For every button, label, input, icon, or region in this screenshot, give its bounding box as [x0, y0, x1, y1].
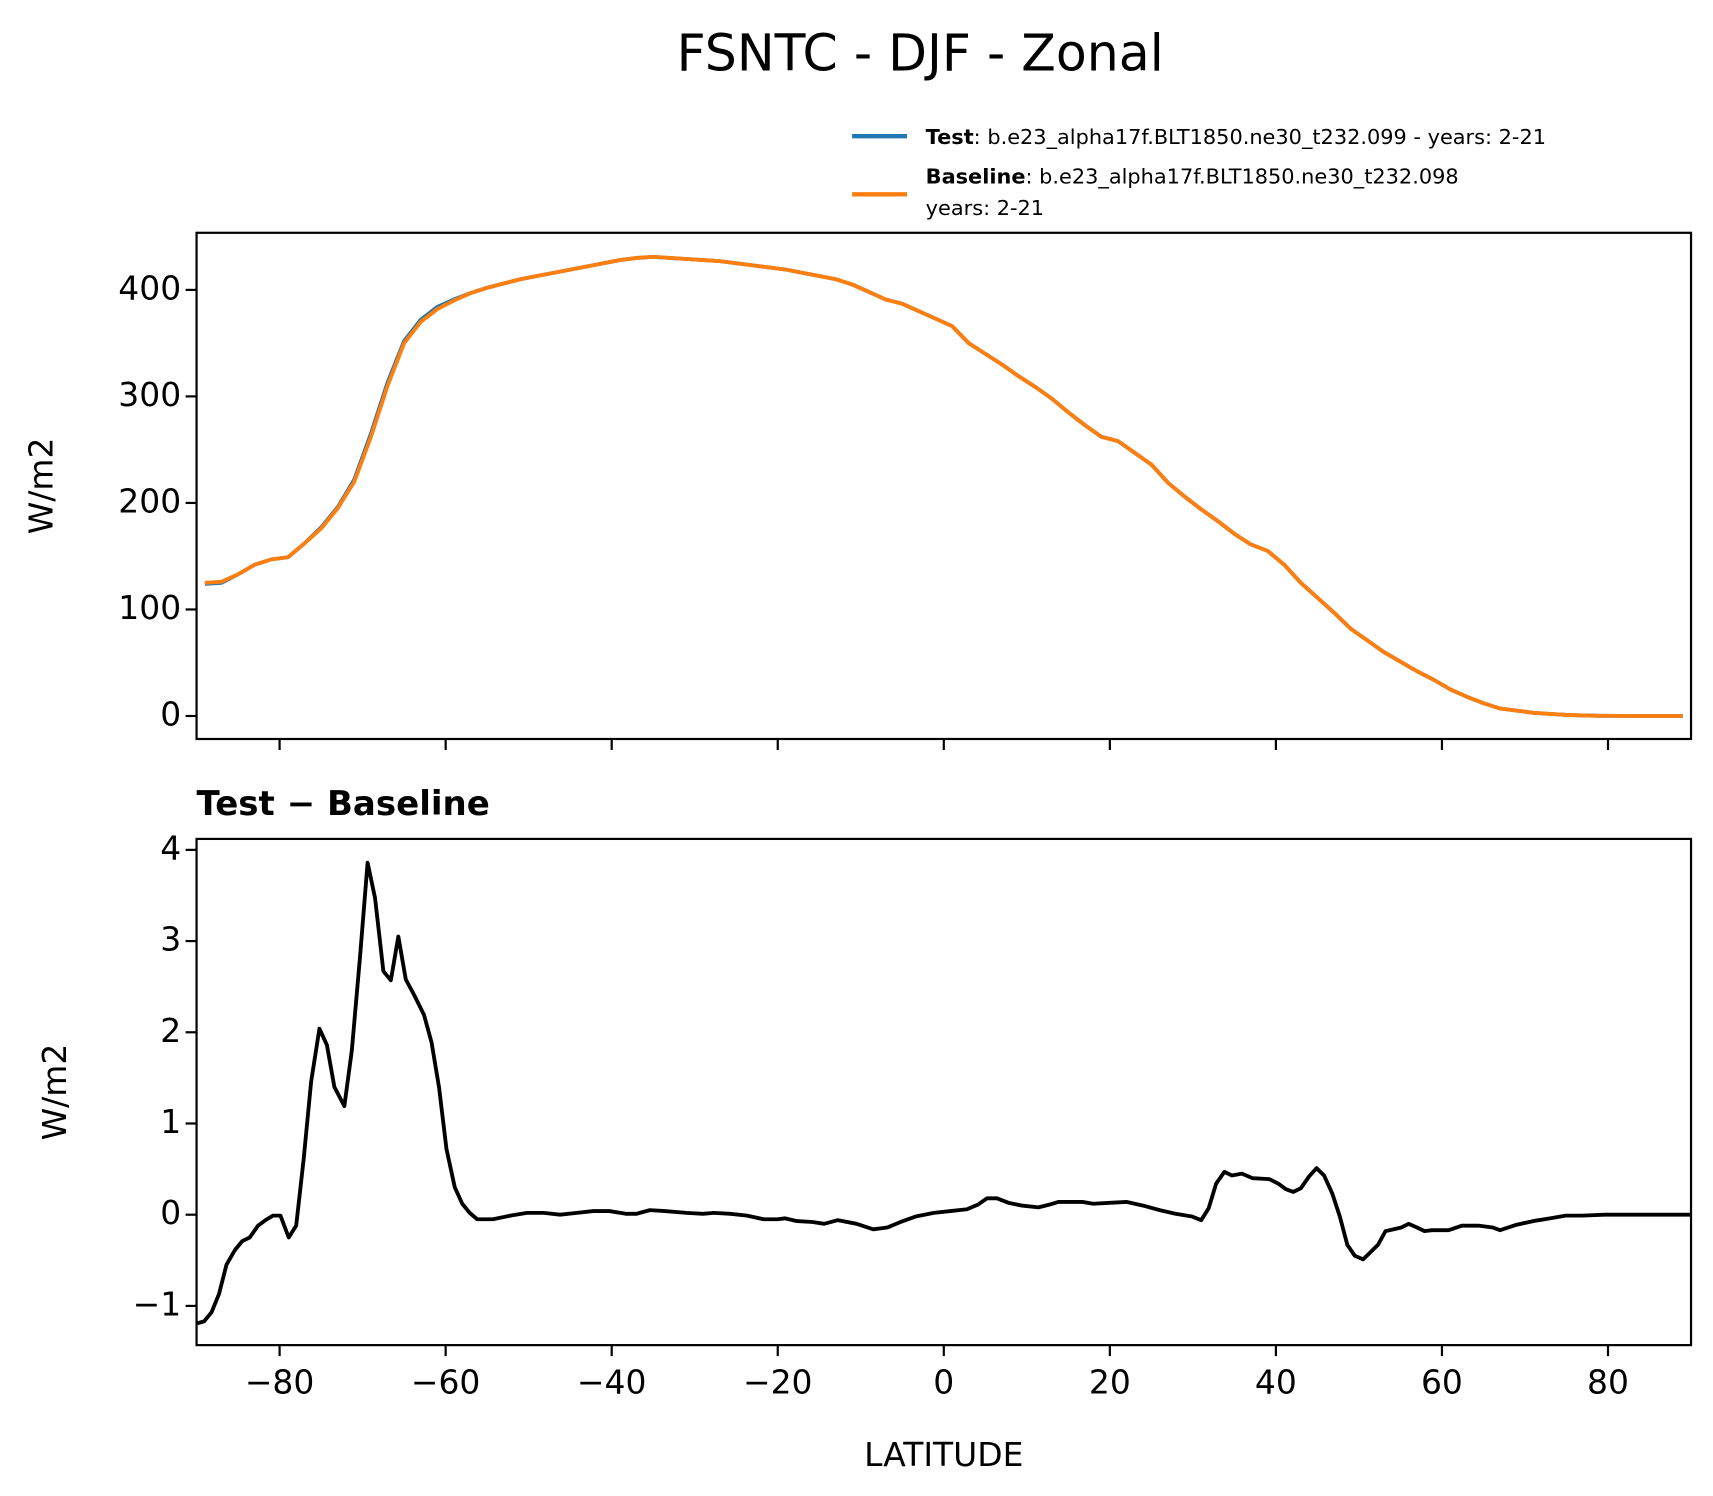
- data-line: [204, 254, 1683, 718]
- x-axis-label: LATITUDE: [864, 1435, 1023, 1474]
- y-axis-label: W/m2: [35, 1044, 74, 1141]
- legend-name: Test: [926, 125, 974, 149]
- x-tick-label: 0: [933, 1362, 954, 1401]
- y-tick-label: 0: [160, 1193, 181, 1232]
- data-line: [204, 254, 1683, 718]
- x-tick-label: 60: [1421, 1362, 1463, 1401]
- y-tick-label: 2: [160, 1011, 181, 1050]
- data-line: [196, 860, 1692, 1326]
- y-tick-label: −1: [133, 1284, 182, 1323]
- legend-description: years: 2-21: [926, 196, 1044, 220]
- x-tick-label: 80: [1587, 1362, 1629, 1401]
- axes-frame: [195, 837, 1693, 1347]
- y-tick-label: 300: [118, 375, 181, 414]
- legend-name: Baseline: [926, 164, 1026, 188]
- y-tick-label: 3: [160, 920, 181, 959]
- y-tick-label: 1: [160, 1102, 181, 1141]
- x-tick-label: −20: [743, 1362, 813, 1401]
- subplot-title: Test − Baseline: [197, 784, 490, 824]
- legend-entry: Test: b.e23_alpha17f.BLT1850.ne30_t232.0…: [926, 125, 1546, 150]
- y-tick-label: 4: [160, 828, 181, 867]
- axes-frame: [195, 231, 1693, 741]
- x-tick-label: −40: [577, 1362, 647, 1401]
- y-axis-label: W/m2: [22, 438, 61, 535]
- legend-description: : b.e23_alpha17f.BLT1850.ne30_t232.098: [1026, 164, 1459, 189]
- chart-title: FSNTC - DJF - Zonal: [677, 24, 1164, 83]
- y-tick-label: 200: [118, 481, 181, 520]
- legend-entry: Baseline: b.e23_alpha17f.BLT1850.ne30_t2…: [926, 164, 1459, 189]
- legend-description: : b.e23_alpha17f.BLT1850.ne30_t232.099 -…: [974, 125, 1546, 150]
- x-tick-label: −60: [411, 1362, 481, 1401]
- x-tick-label: −80: [245, 1362, 315, 1401]
- y-tick-label: 100: [118, 588, 181, 627]
- y-tick-label: 400: [118, 268, 181, 307]
- x-tick-label: 20: [1089, 1362, 1131, 1401]
- y-tick-label: 0: [160, 694, 181, 733]
- x-tick-label: 40: [1255, 1362, 1297, 1401]
